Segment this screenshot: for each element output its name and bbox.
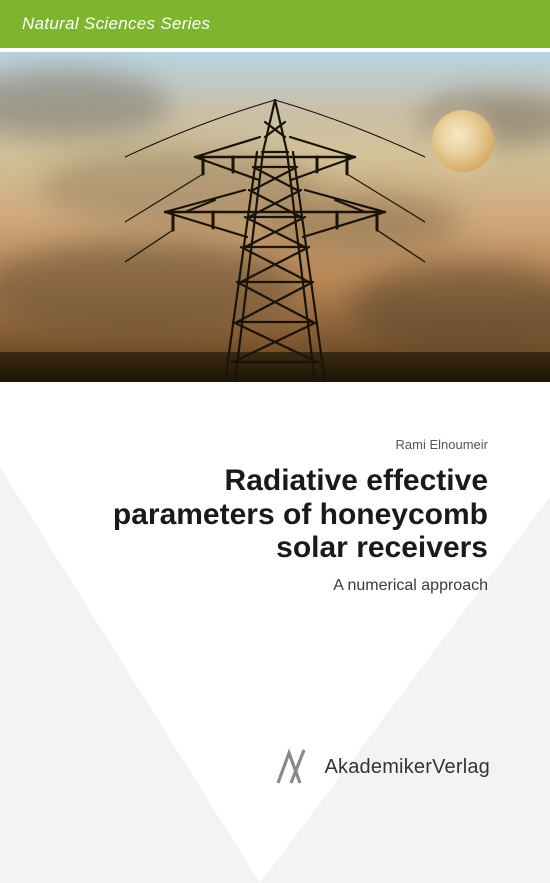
publisher-logo-icon (274, 747, 314, 787)
title-line: Radiative effective (40, 464, 488, 498)
header-bar: Natural Sciences Series (0, 0, 550, 48)
publisher-name: AkademikerVerlag (324, 756, 490, 779)
book-subtitle: A numerical approach (40, 577, 488, 595)
author-name: Rami Elnoumeir (396, 437, 488, 452)
series-label: Natural Sciences Series (22, 14, 210, 34)
title-line: parameters of honeycomb (40, 498, 488, 532)
hero-image (0, 52, 550, 382)
moon-icon (432, 110, 494, 172)
title-line: solar receivers (40, 531, 488, 565)
book-title: Radiative effective parameters of honeyc… (40, 464, 488, 565)
title-block: Radiative effective parameters of honeyc… (0, 464, 550, 595)
transmission-tower-icon (125, 62, 425, 382)
author-block: Rami Elnoumeir (0, 436, 550, 454)
publisher-block: AkademikerVerlag (274, 747, 490, 787)
